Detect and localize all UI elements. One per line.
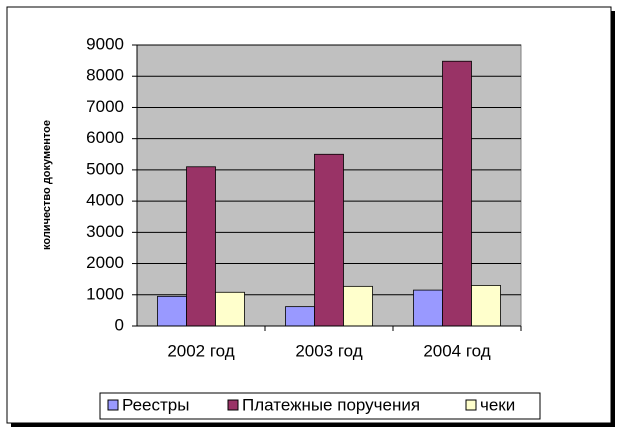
x-tick-label: 2004 год	[423, 341, 490, 360]
y-tick-label: 9000	[86, 34, 124, 53]
legend-label: Платежные поручения	[242, 395, 420, 414]
y-tick-label: 0	[115, 315, 124, 334]
y-tick-label: 6000	[86, 128, 124, 147]
y-tick-label: 5000	[86, 159, 124, 178]
y-tick-label: 4000	[86, 191, 124, 210]
legend-label: Реестры	[122, 395, 189, 414]
bar	[186, 166, 216, 327]
bar	[413, 289, 443, 327]
y-tick-label: 3000	[86, 222, 124, 241]
bar	[285, 306, 315, 327]
y-tick-label: 8000	[86, 66, 124, 85]
bar	[442, 60, 472, 327]
x-tick-label: 2002 год	[167, 341, 234, 360]
legend-label: чеки	[480, 395, 515, 414]
y-axis-label: количество документое	[41, 120, 53, 250]
y-tick-label: 7000	[86, 97, 124, 116]
legend-swatch	[227, 399, 239, 411]
x-tick-label: 2003 год	[295, 341, 362, 360]
y-tick-label: 1000	[86, 284, 124, 303]
bar	[215, 291, 245, 327]
legend-swatch	[465, 399, 477, 411]
bar	[471, 285, 501, 327]
y-tick-label: 2000	[86, 253, 124, 272]
bar	[343, 285, 373, 327]
bar	[314, 153, 344, 327]
legend-swatch	[107, 399, 119, 411]
bar	[157, 295, 187, 327]
